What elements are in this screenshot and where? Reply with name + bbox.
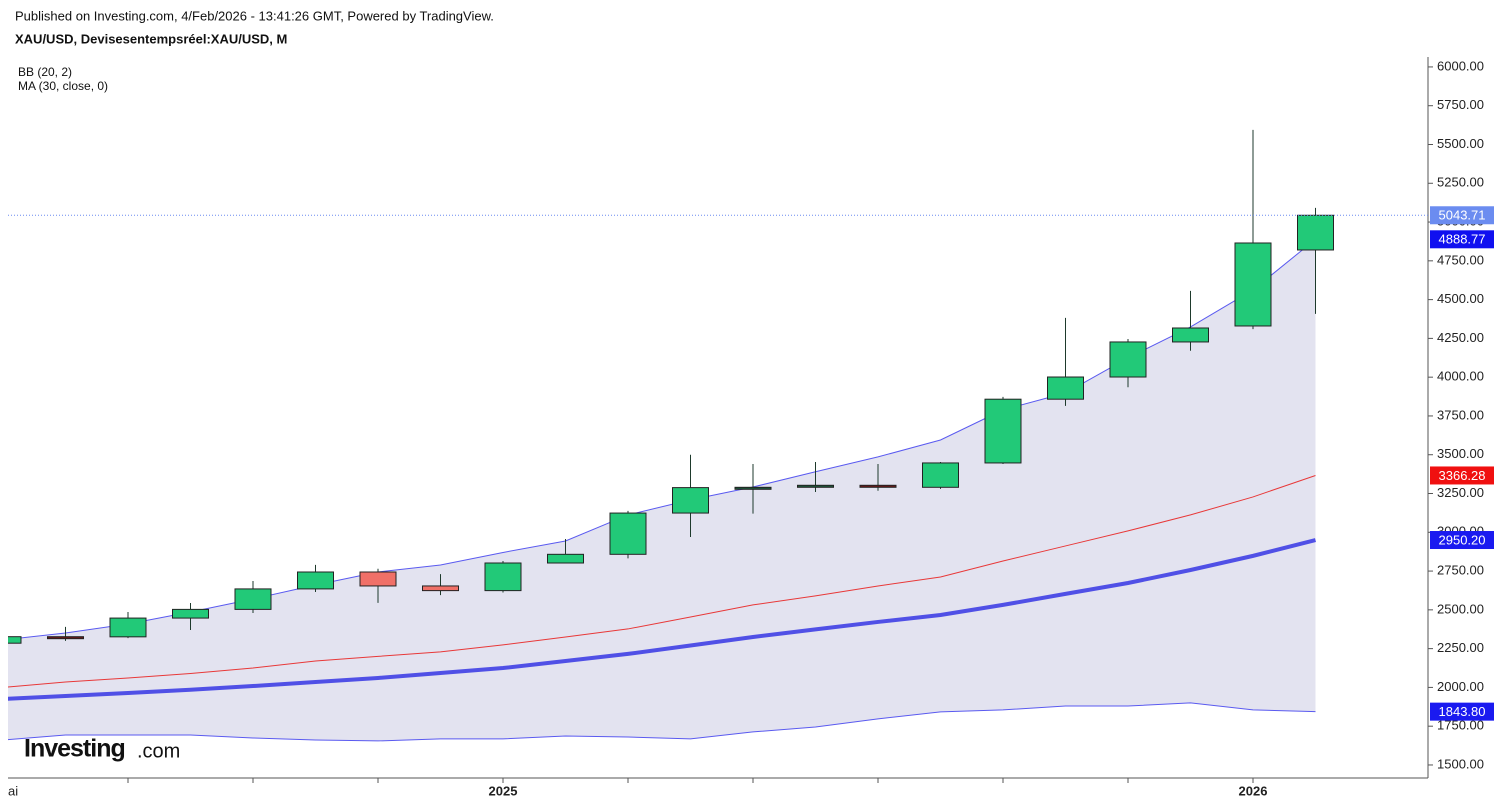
candle-body [672,487,709,514]
y-tick-label: 5250.00 [1437,175,1484,190]
candle-body [1234,242,1272,327]
close-last-label-bg [1430,206,1494,225]
candle-body [1109,341,1147,378]
bb-basis-last-label: 3366.28 [1439,468,1486,483]
bb-fill [8,239,1316,741]
ma-line [8,538,1316,701]
y-tick-label: 6000.00 [1437,58,1484,73]
candle-body [734,486,772,490]
bb-basis [8,474,1316,688]
candle-body [422,585,459,592]
candle-body [922,462,959,488]
candle-body [109,617,147,638]
y-tick-label: 2750.00 [1437,563,1484,578]
subtitle: Published on Investing.com, 4/Feb/2026 -… [15,8,494,23]
x-tick-label: ai [8,783,18,798]
bb-lower-last-label: 1843.80 [1439,704,1486,719]
x-tick-label: 2025 [489,783,518,798]
legend-bb: BB (20, 2) [18,65,72,79]
logo-name: Investing [24,735,125,763]
close-last-label: 5043.71 [1439,208,1486,223]
bb-lower [8,702,1316,742]
y-tick-label: 3250.00 [1437,485,1484,500]
ma-last-label: 2950.20 [1439,532,1486,547]
chart-title: XAU/USD, Devisesentempsréel:XAU/USD, M [15,31,287,46]
candle-body [234,588,272,610]
candle-body [8,636,22,644]
y-tick-label: 1500.00 [1437,756,1484,771]
candle-body [297,571,334,590]
y-tick-label: 4000.00 [1437,369,1484,384]
y-tick-label: 4250.00 [1437,330,1484,345]
candle-body [1297,214,1334,251]
logo-suffix: .com [137,740,180,762]
candle-body [609,512,647,555]
candle-body [797,484,834,488]
y-tick-label: 2500.00 [1437,601,1484,616]
candle-body [1172,327,1209,343]
bb-basis-last-label-bg [1430,466,1494,485]
y-tick-label: 4500.00 [1437,291,1484,306]
x-tick-label: 2026 [1239,783,1268,798]
plot-area [8,129,1334,742]
ma-last-label-bg [1430,531,1494,550]
y-tick-label: 2000.00 [1437,679,1484,694]
bb-upper-last-label-bg [1430,230,1494,249]
candle-body [547,553,584,564]
legend-ma: MA (30, close, 0) [18,79,108,93]
y-tick-label: 1750.00 [1437,718,1484,733]
bb-upper-last-label: 4888.77 [1439,232,1486,247]
candle-body [172,608,209,619]
candle-body [359,571,397,587]
y-tick-label: 5750.00 [1437,97,1484,112]
logo: Investing .com [24,735,180,763]
candle-body [484,562,522,592]
bb-upper [8,238,1316,640]
candle-body [47,636,84,640]
y-tick-label: 3750.00 [1437,407,1484,422]
candle-body [984,398,1022,464]
y-tick-label: 2250.00 [1437,640,1484,655]
y-tick-label: 5500.00 [1437,136,1484,151]
candle-body [1047,376,1084,400]
candle-body [859,484,897,488]
bb-lower-last-label-bg [1430,702,1494,721]
y-tick-label: 4750.00 [1437,252,1484,267]
y-tick-label: 3500.00 [1437,446,1484,461]
